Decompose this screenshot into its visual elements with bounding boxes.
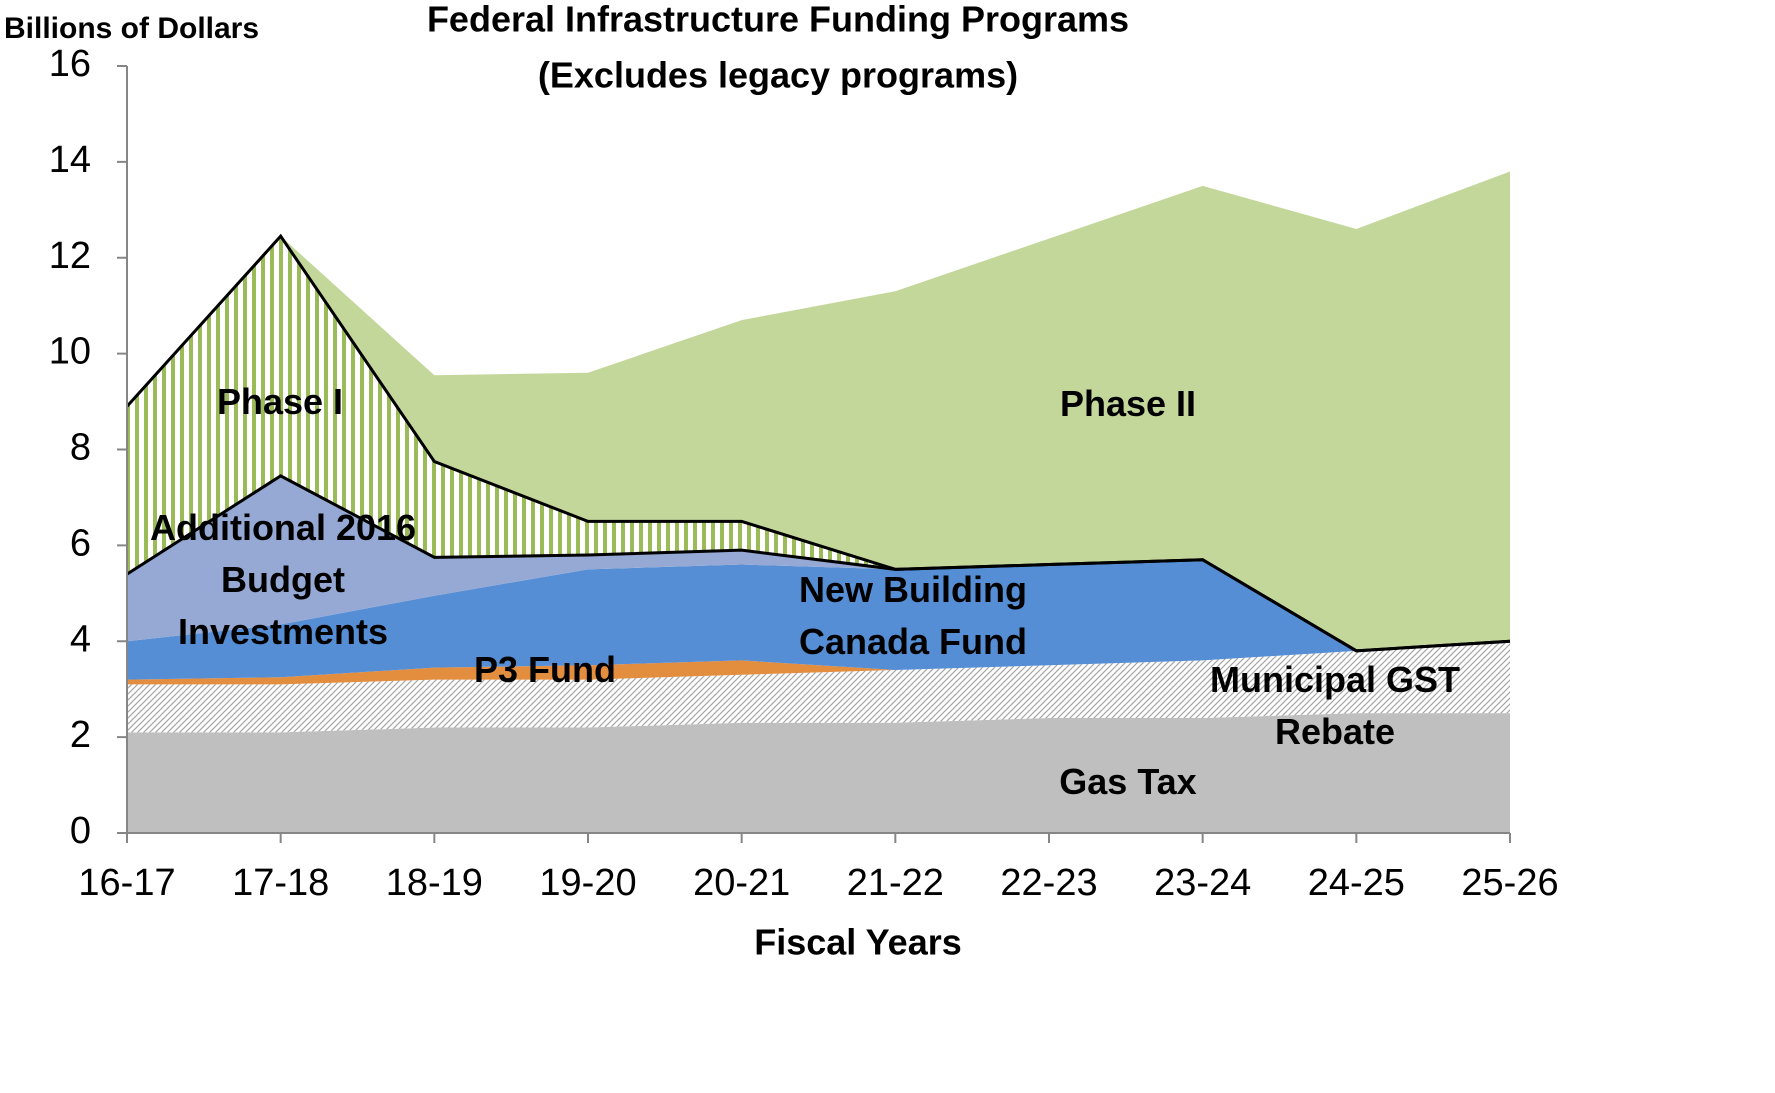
x-tick-label: 21-22 [847, 862, 944, 904]
y-tick-label: 6 [70, 522, 91, 564]
y-tick-label: 10 [49, 331, 91, 373]
area [127, 641, 1510, 733]
area [127, 236, 1510, 651]
y-tick-label: 4 [70, 618, 91, 660]
x-tick-label: 24-25 [1308, 862, 1405, 904]
series-label: Additional 2016 Budget Investments [149, 507, 417, 652]
x-tick-label: 18-19 [386, 862, 483, 904]
y-tick-label: 2 [70, 714, 91, 756]
chart-subtitle: (Excludes legacy programs) [538, 55, 1018, 96]
x-axis-label: Fiscal Years [754, 922, 962, 963]
x-tick-label: 17-18 [232, 862, 329, 904]
area-outline [125, 233, 1511, 653]
area [127, 559, 1510, 680]
y-tick-label: 14 [49, 139, 91, 181]
x-tick-label: 25-26 [1461, 862, 1558, 904]
area [127, 171, 1510, 651]
chart-title: Federal Infrastructure Funding Programs [427, 0, 1129, 40]
series-label: Municipal GST Rebate [1209, 659, 1460, 752]
series-label: P3 Fund [474, 649, 616, 690]
area [127, 475, 1510, 651]
y-axis-label: Billions of Dollars [4, 12, 259, 45]
y-tick-label: 16 [49, 43, 91, 85]
x-tick-label: 23-24 [1154, 862, 1251, 904]
y-tick-label: 12 [49, 235, 91, 277]
series-label: Phase II [1059, 383, 1197, 424]
area [127, 713, 1510, 833]
y-tick-label: 8 [70, 427, 91, 469]
y-tick-label: 0 [70, 810, 91, 852]
area [127, 641, 1510, 685]
series-label: Gas Tax [1059, 761, 1197, 802]
x-tick-label: 20-21 [693, 862, 790, 904]
series-label: Phase I [216, 381, 344, 422]
x-tick-label: 19-20 [539, 862, 636, 904]
x-tick-label: 22-23 [1000, 862, 1097, 904]
x-tick-label: 16-17 [78, 862, 175, 904]
series-label: New Building Canada Fund [798, 569, 1027, 662]
